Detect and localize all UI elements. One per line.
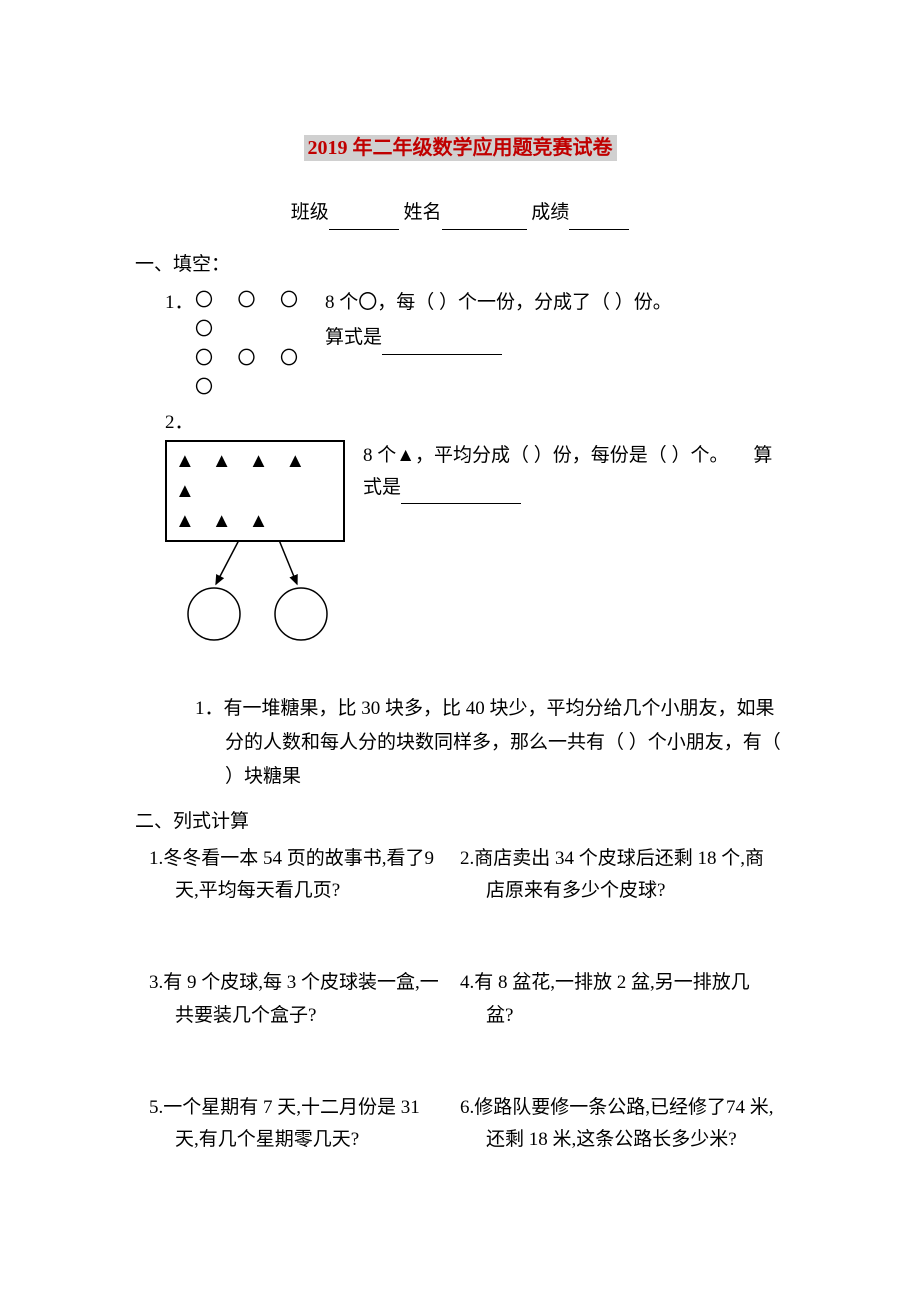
exam-title: 2019 年二年级数学应用题竞赛试卷 (135, 130, 785, 166)
calc-q5: 5.一个星期有 7 天,十二月份是 31天,有几个星期零几天? (135, 1092, 460, 1157)
q1-formula-blank[interactable] (382, 332, 502, 355)
triangle-box: ▲ ▲ ▲ ▲ ▲ ▲ ▲ ▲ (165, 440, 345, 542)
split-diagram (179, 540, 359, 645)
calc-section: 1.冬冬看一本 54 页的故事书,看了9 天,平均每天看几页? 2.商店卖出 3… (135, 843, 785, 1157)
q1-text: 8 个〇，每（ ）个一份，分成了（ ）份。 算式是 (325, 286, 785, 354)
calc-q6: 6.修路队要修一条公路,已经修了74 米,还剩 18 米,这条公路长多少米? (460, 1092, 785, 1157)
calc-q3-text: 有 9 个皮球,每 3 个皮球装一盒,一共要装几个盒子? (163, 972, 439, 1025)
circle-right (275, 588, 327, 640)
q2-number: 2． (165, 406, 785, 440)
circle-left (188, 588, 240, 640)
calc-q1: 1.冬冬看一本 54 页的故事书,看了9 天,平均每天看几页? (135, 843, 460, 908)
calc-q2: 2.商店卖出 34 个皮球后还剩 18 个,商店原来有多少个皮球? (460, 843, 785, 908)
q1-number: 1． (165, 286, 195, 320)
section1-heading: 一、填空： (135, 248, 785, 282)
calc-row-2: 3.有 9 个皮球,每 3 个皮球装一盒,一共要装几个盒子? 4.有 8 盆花,… (135, 967, 785, 1032)
calc-q3: 3.有 9 个皮球,每 3 个皮球装一盒,一共要装几个盒子? (135, 967, 460, 1032)
class-blank[interactable] (329, 207, 399, 230)
calc-row-1: 1.冬冬看一本 54 页的故事书,看了9 天,平均每天看几页? 2.商店卖出 3… (135, 843, 785, 908)
calc-q4-num: 4. (460, 972, 474, 993)
q1-circles: 〇 〇 〇 〇 〇 〇 〇 〇 (195, 286, 325, 401)
question-2: 2． ▲ ▲ ▲ ▲ ▲ ▲ ▲ ▲ 8 个▲，平均分成（ ）份，每份是（ ）个… (165, 406, 785, 657)
score-label: 成绩 (531, 202, 569, 223)
q3-number: 1． (195, 698, 224, 719)
arrow-right (279, 540, 297, 584)
calc-q6-num: 6. (460, 1097, 474, 1118)
triangles-row2: ▲ ▲ ▲ (175, 506, 335, 536)
calc-q4: 4.有 8 盆花,一排放 2 盆,另一排放几盆? (460, 967, 785, 1032)
score-blank[interactable] (569, 207, 629, 230)
question-1: 1． 〇 〇 〇 〇 〇 〇 〇 〇 8 个〇，每（ ）个一份，分成了（ ）份。… (165, 286, 785, 401)
q2-part1: 8 个▲，平均分成（ ）份，每份是（ ）个。 (363, 445, 729, 466)
q1-line1: 8 个〇，每（ ）个一份，分成了（ ）份。 (325, 286, 785, 320)
circles-row2: 〇 〇 〇 〇 (195, 344, 325, 402)
q2-text: 8 个▲，平均分成（ ）份，每份是（ ）个。 算式是 (363, 440, 785, 505)
arrow-left (216, 540, 239, 584)
title-text: 2019 年二年级数学应用题竞赛试卷 (304, 135, 617, 161)
calc-q4-text: 有 8 盆花,一排放 2 盆,另一排放几盆? (474, 972, 750, 1025)
calc-row-3: 5.一个星期有 7 天,十二月份是 31天,有几个星期零几天? 6.修路队要修一… (135, 1092, 785, 1157)
calc-q5-num: 5. (149, 1097, 163, 1118)
calc-q1-text: 冬冬看一本 54 页的故事书,看了9 天,平均每天看几页? (163, 848, 434, 901)
calc-q6-text: 修路队要修一条公路,已经修了74 米,还剩 18 米,这条公路长多少米? (474, 1097, 773, 1150)
calc-q5-text: 一个星期有 7 天,十二月份是 31天,有几个星期零几天? (163, 1097, 420, 1150)
class-label: 班级 (291, 202, 329, 223)
calc-q2-num: 2. (460, 848, 474, 869)
student-info-row: 班级 姓名 成绩 (135, 196, 785, 230)
q3-text: 有一堆糖果，比 30 块多，比 40 块少，平均分给几个小朋友，如果分的人数和每… (224, 698, 781, 787)
section2-heading: 二、列式计算 (135, 805, 785, 839)
circles-row1: 〇 〇 〇 〇 (195, 286, 325, 344)
q1-formula-label: 算式是 (325, 327, 382, 348)
calc-q1-num: 1. (149, 848, 163, 869)
question-3: 1．有一堆糖果，比 30 块多，比 40 块少，平均分给几个小朋友，如果分的人数… (195, 692, 785, 795)
name-label: 姓名 (403, 202, 441, 223)
q2-formula-blank[interactable] (401, 482, 521, 505)
name-blank[interactable] (442, 207, 527, 230)
calc-q3-num: 3. (149, 972, 163, 993)
q1-line2: 算式是 (325, 321, 785, 355)
calc-q2-text: 商店卖出 34 个皮球后还剩 18 个,商店原来有多少个皮球? (474, 848, 764, 901)
triangles-row1: ▲ ▲ ▲ ▲ ▲ (175, 446, 335, 506)
